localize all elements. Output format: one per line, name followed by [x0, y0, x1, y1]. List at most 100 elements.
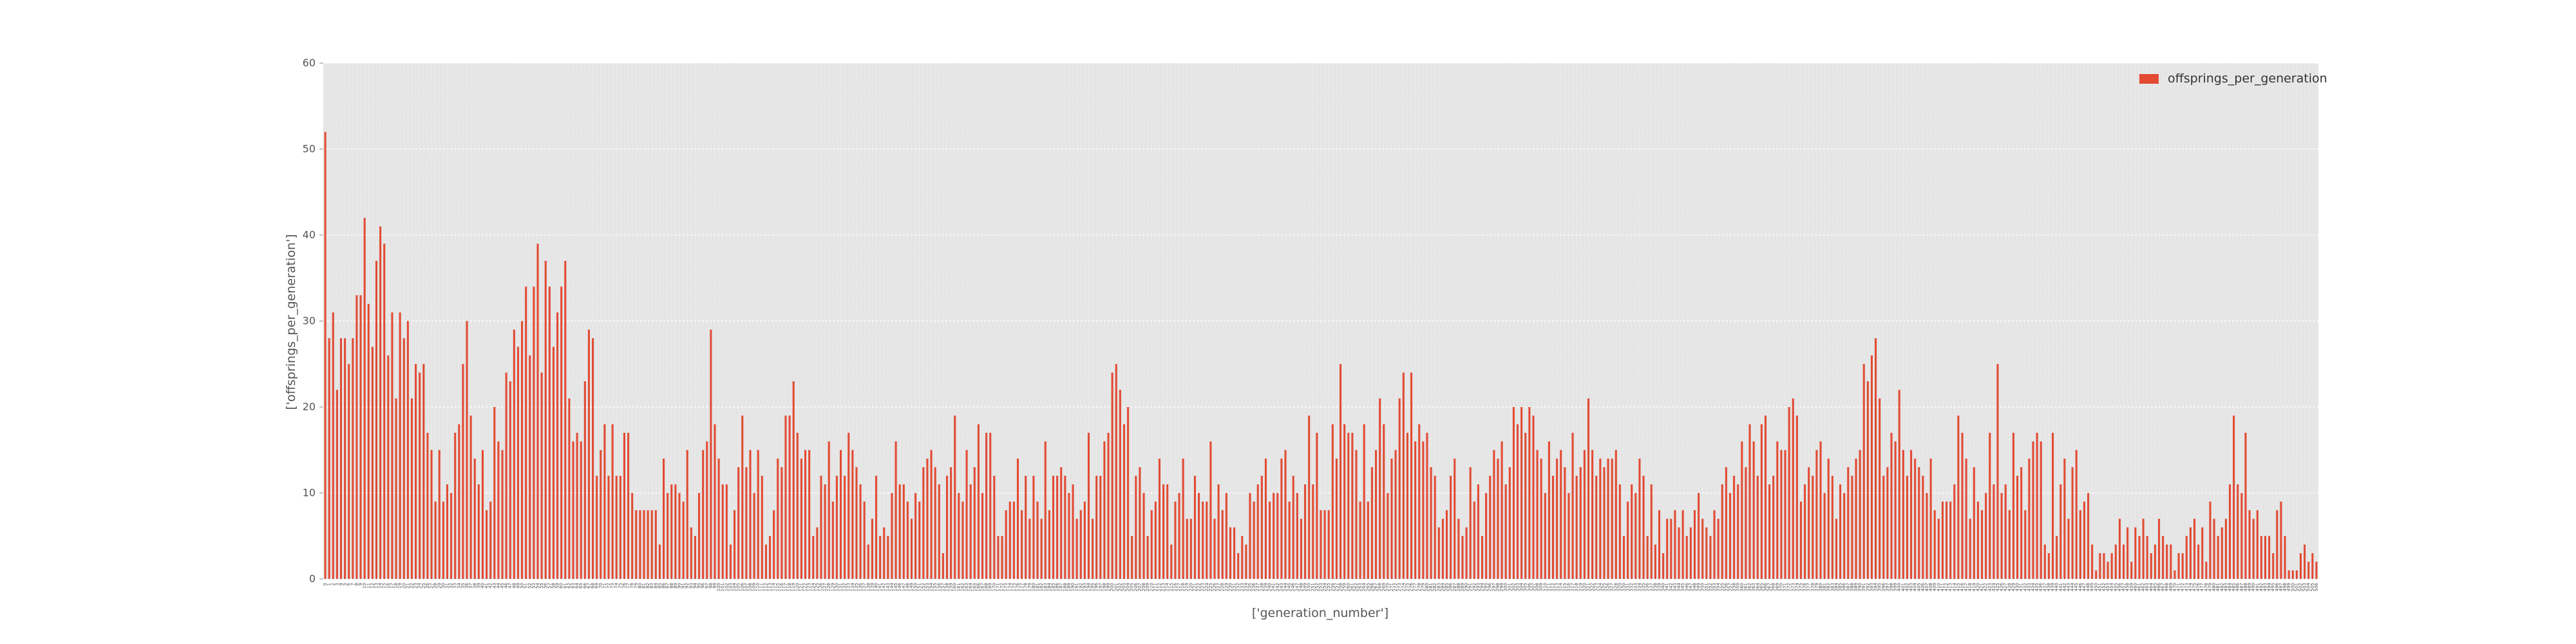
x-tick-label: 216: [1173, 582, 1178, 591]
bar: [2075, 450, 2078, 579]
bar: [383, 243, 386, 580]
bar: [1937, 518, 1940, 579]
bar: [1540, 459, 1542, 579]
bar: [796, 433, 799, 579]
bar: [2126, 527, 2129, 579]
x-tick-label: 350: [1700, 583, 1705, 591]
bar: [1485, 493, 1488, 579]
bar: [1056, 475, 1059, 579]
bar: [2280, 501, 2282, 579]
x-tick-label: 240: [1267, 583, 1273, 591]
x-tick-label: 251: [1311, 583, 1316, 591]
bar: [1642, 475, 1645, 579]
x-tick-label: 338: [1653, 583, 1658, 591]
bar: [556, 312, 559, 579]
bar: [501, 450, 504, 579]
bar: [1367, 501, 1369, 579]
bar: [2130, 562, 2133, 579]
bar: [1422, 441, 1425, 579]
x-tick-label: 96: [701, 582, 706, 588]
bar: [1249, 493, 1251, 579]
x-tick-label: 371: [1783, 583, 1788, 591]
x-tick-label: 115: [775, 583, 781, 591]
bar: [2016, 475, 2019, 579]
bar: [1135, 475, 1137, 579]
bar: [934, 467, 936, 579]
x-tick-label: 479: [2208, 583, 2213, 591]
x-tick-label: 41: [484, 583, 489, 589]
bar: [1627, 501, 1629, 579]
bar: [2209, 501, 2211, 579]
bar: [1331, 424, 1334, 579]
bar: [548, 287, 551, 579]
x-tick-label: 40: [480, 583, 485, 589]
bar: [725, 484, 728, 579]
x-tick-label: 200: [1110, 583, 1115, 591]
bar: [658, 544, 661, 579]
bar: [757, 450, 759, 579]
x-tick-label: 339: [1656, 583, 1662, 591]
x-tick-label: 79: [634, 583, 639, 589]
x-tick-label: 318: [1574, 583, 1579, 591]
bar: [328, 338, 330, 579]
x-tick-label: 168: [984, 583, 989, 591]
bar: [1146, 536, 1149, 579]
x-tick-label: 399: [1893, 583, 1898, 591]
bar: [410, 398, 413, 579]
bar: [745, 467, 748, 579]
bar: [2071, 467, 2074, 579]
bar: [1737, 484, 1739, 579]
x-tick-label: 88: [669, 583, 674, 589]
bar: [497, 441, 500, 579]
x-tick-label: 483: [2223, 583, 2228, 591]
bar: [1926, 493, 1928, 579]
x-tick-label: 207: [1137, 583, 1142, 591]
x-tick-label: 72: [606, 583, 611, 589]
bar: [1450, 475, 1452, 579]
bar: [1976, 501, 1979, 579]
bar: [2244, 433, 2247, 579]
x-tick-label: 18: [393, 583, 399, 589]
bar: [1217, 484, 1220, 579]
x-tick-label: 5: [343, 583, 348, 585]
x-tick-label: 388: [1850, 583, 1855, 591]
x-tick-label: 227: [1216, 583, 1221, 591]
x-tick-label: 398: [1889, 583, 1894, 591]
bar: [887, 536, 889, 579]
x-tick-label: 440: [2054, 583, 2060, 591]
bar: [835, 475, 838, 579]
x-tick-label: 275: [1405, 583, 1410, 591]
bar: [1717, 518, 1719, 579]
x-tick-label: 472: [2180, 583, 2185, 591]
x-tick-label: 223: [1200, 583, 1206, 591]
x-tick-label: 502: [2298, 583, 2304, 591]
bar: [509, 381, 511, 579]
x-tick-label: 438: [2046, 583, 2051, 591]
x-tick-label: 117: [783, 583, 788, 591]
x-tick-label: 121: [799, 583, 804, 591]
x-tick-label: 125: [815, 583, 820, 591]
bar: [1245, 544, 1247, 579]
x-tick-label: 130: [834, 583, 839, 591]
x-tick-label: 280: [1425, 583, 1430, 591]
bar: [1441, 518, 1444, 579]
x-tick-label: 317: [1570, 583, 1575, 591]
bar: [1981, 510, 1984, 579]
bar: [808, 450, 811, 579]
bar: [1284, 450, 1287, 579]
bar: [486, 510, 488, 579]
x-tick-label: 271: [1389, 583, 1394, 591]
bar: [1685, 536, 1688, 579]
x-tick-label: 245: [1287, 583, 1292, 591]
bar: [1795, 415, 1798, 579]
bar: [1083, 501, 1086, 579]
bar: [1532, 415, 1535, 579]
x-tick-label: 111: [759, 583, 764, 591]
x-tick-label: 231: [1232, 583, 1237, 591]
x-tick-label: 421: [1980, 583, 1985, 591]
x-tick-label: 488: [2243, 583, 2248, 591]
bar: [2154, 544, 2156, 579]
bar: [2287, 570, 2290, 579]
x-tick-label: 391: [1861, 583, 1866, 591]
x-tick-label: 505: [2310, 583, 2315, 591]
